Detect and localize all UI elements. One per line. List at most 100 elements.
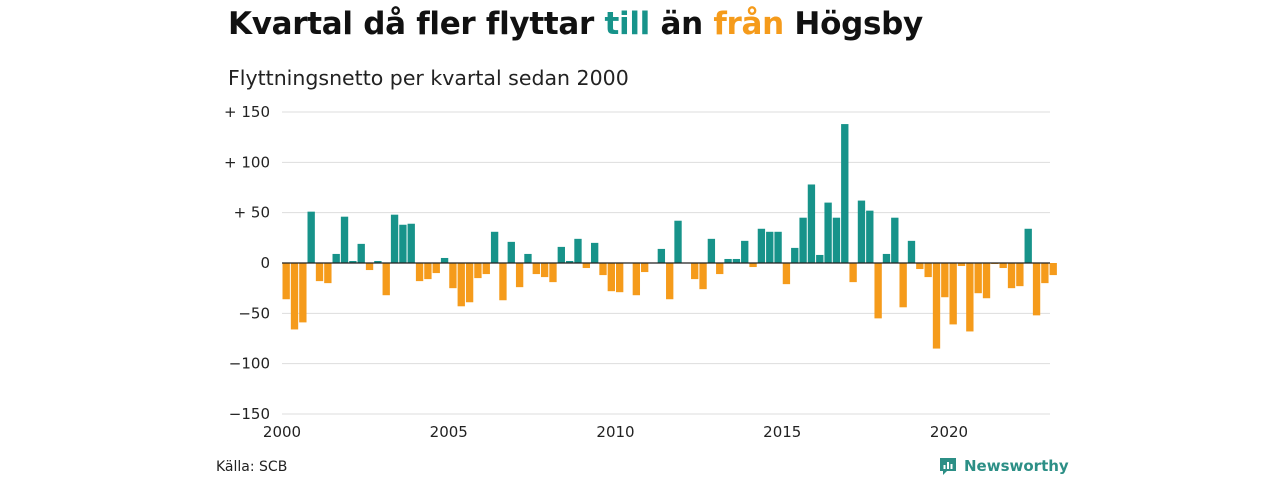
bar-2009-q2 [590,242,599,263]
bar-2006-q1 [482,263,490,275]
bar-2011-q4 [674,220,682,263]
y-tick-label: −50 [238,304,270,322]
bar-2010-q1 [616,263,624,293]
bar-2006-q2 [490,231,499,263]
bar-2002-q4 [374,260,382,263]
bar-2004-q1 [415,263,424,282]
bar-2009-q1 [582,263,590,269]
bar-2002-q1 [349,260,357,263]
bar-2013-q3 [732,258,741,263]
bar-2013-q1 [716,263,724,275]
bar-2008-q4 [574,238,582,263]
bar-2017-q3 [866,210,874,263]
bar-2006-q3 [499,263,507,301]
y-tick-label: 0 [260,254,270,272]
chart-title: Kvartal då fler flyttar till än från Hög… [228,6,923,42]
bar-2020-q1 [949,263,957,325]
bar-2011-q3 [666,263,674,300]
bar-2005-q4 [474,263,482,279]
bar-2017-q4 [874,263,882,319]
bar-2004-q2 [424,263,432,280]
bar-2000-q1 [282,263,290,300]
bar-series [282,124,1057,349]
brand-name: Newsworthy [964,457,1069,475]
bar-2010-q4 [641,263,649,273]
bar-2015-q2 [791,247,799,263]
y-axis-labels: + 150 + 100 + 50 0 −50 −100 −150 [224,103,270,423]
bar-2018-q3 [899,263,907,308]
y-tick-label: −100 [229,355,270,373]
bar-2022-q1 [1016,263,1024,287]
bar-2012-q3 [699,263,707,290]
bar-2010-q3 [632,263,641,296]
bar-2003-q4 [407,223,415,263]
bar-2020-q3 [966,263,974,332]
bar-2004-q3 [432,263,440,274]
bar-2016-q3 [832,217,841,263]
bar-2020-q2 [957,263,966,267]
bar-2018-q1 [882,253,891,263]
bar-2001-q4 [340,216,349,263]
bar-2015-q4 [807,184,816,263]
bar-2006-q4 [507,241,515,263]
bar-2001-q2 [324,263,332,284]
chart-subtitle: Flyttningsnetto per kvartal sedan 2000 [228,66,629,90]
bar-2019-q2 [924,263,932,278]
bar-2015-q1 [782,263,791,285]
y-tick-label: + 150 [224,103,270,121]
source-note: Källa: SCB [216,459,288,475]
bar-2000-q2 [290,263,299,330]
bar-2005-q3 [465,263,474,303]
bar-2007-q1 [515,263,524,288]
bar-2018-q4 [907,240,916,263]
bar-2021-q1 [982,263,991,299]
bar-2008-q3 [565,260,574,263]
bar-2005-q2 [457,263,465,307]
bar-2016-q4 [841,124,849,263]
bar-2022-q2 [1024,228,1032,263]
bar-2005-q1 [449,263,457,289]
bar-2003-q3 [399,224,407,263]
bar-2022-q4 [1041,263,1049,284]
bar-2009-q4 [607,263,615,292]
bar-2007-q3 [532,263,540,275]
x-tick-label: 2005 [430,423,468,441]
bar-2002-q3 [365,263,374,271]
bar-2020-q4 [974,263,982,294]
title-part-3: än [649,6,714,42]
bar-2021-q3 [999,263,1007,269]
bar-2019-q1 [916,263,924,270]
title-part-fran: från [713,6,784,42]
bar-2014-q4 [774,231,782,263]
x-tick-label: 2020 [930,423,968,441]
bar-2012-q4 [707,238,716,263]
y-gridlines [282,111,1050,415]
title-part-till: till [604,6,650,42]
title-part-5: Högsby [783,6,923,42]
bar-2015-q3 [799,217,807,263]
title-part-1: Kvartal då fler flyttar [228,6,605,42]
bar-2014-q2 [757,228,766,263]
bar-2000-q4 [307,211,315,263]
bar-2022-q3 [1032,263,1041,316]
bar-2019-q3 [932,263,941,349]
y-tick-label: −150 [229,405,270,423]
bar-2021-q4 [1007,263,1016,289]
bar-2007-q4 [540,263,549,278]
bar-2017-q1 [849,263,857,283]
x-axis-labels: 2000 2005 2010 2015 2020 [263,423,968,441]
bar-2013-q4 [741,240,749,263]
bar-2011-q2 [657,248,666,263]
x-tick-label: 2015 [763,423,801,441]
brand-logo: Newsworthy [938,456,1069,476]
bar-2014-q3 [766,231,774,263]
bar-2013-q2 [724,258,732,263]
bar-2003-q1 [382,263,390,296]
bar-2012-q2 [691,263,699,280]
bar-2016-q2 [824,202,832,263]
bar-2002-q2 [357,243,365,263]
bar-2014-q1 [749,263,757,268]
y-tick-label: + 100 [224,153,270,171]
bar-2008-q1 [549,263,557,283]
